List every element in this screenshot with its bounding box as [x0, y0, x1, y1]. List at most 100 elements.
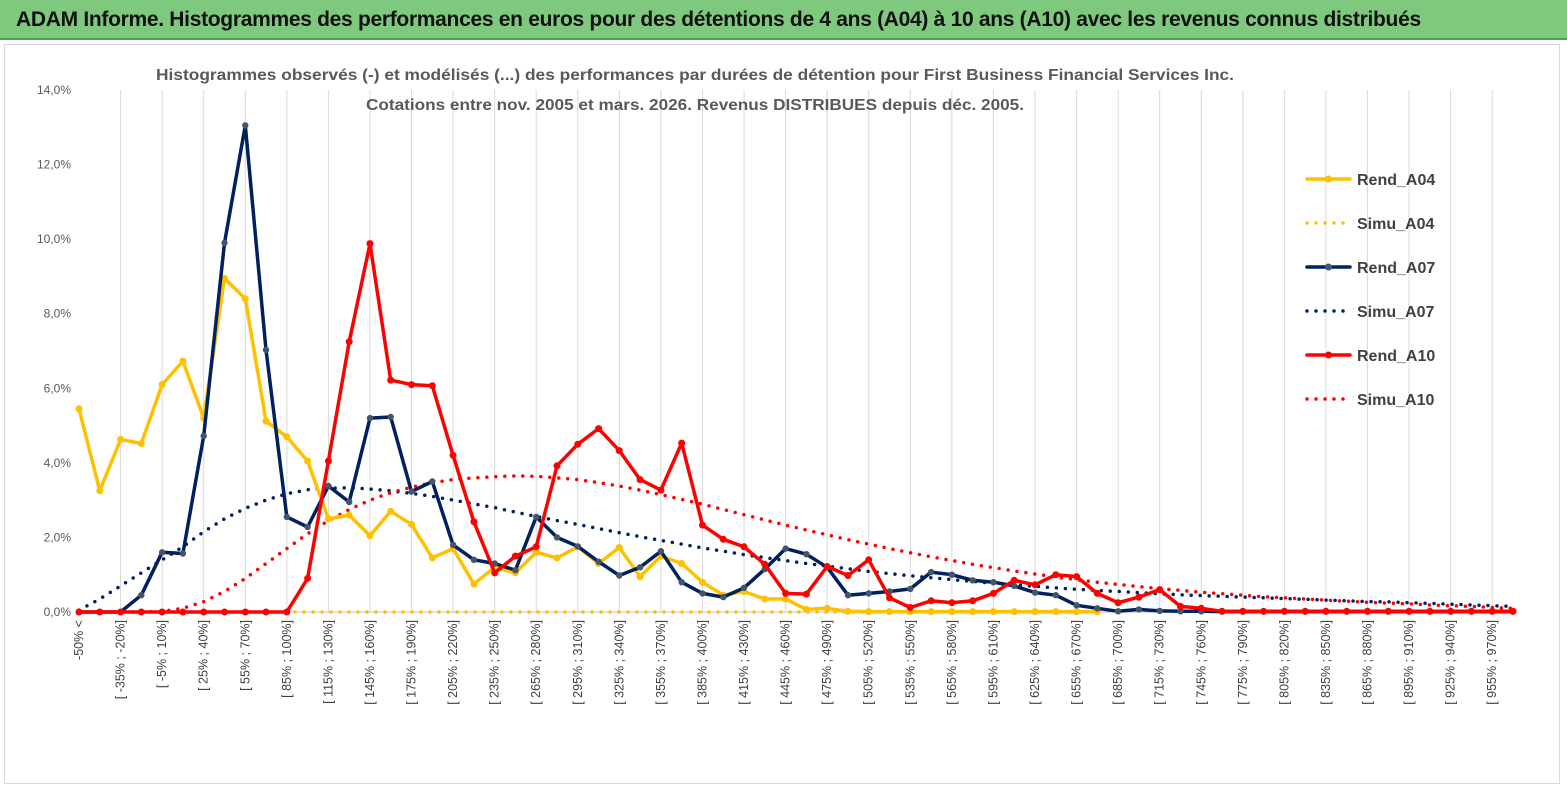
data-point-rend-a10	[511, 552, 519, 560]
data-point-rend-a07	[1094, 605, 1101, 612]
data-point-rend-a07	[387, 413, 394, 421]
x-tick-label: [ 265% ; 280%]	[529, 620, 543, 705]
data-point-rend-a10	[740, 543, 748, 551]
data-point-rend-a04	[823, 604, 831, 612]
report-banner: ADAM Informe. Histogrammes des performan…	[0, 0, 1567, 40]
series-group	[75, 122, 1517, 616]
data-point-rend-a10	[283, 608, 291, 616]
data-point-rend-a10	[948, 599, 956, 607]
x-tick-label: [ 85% ; 100%]	[280, 620, 294, 698]
data-point-rend-a04	[1031, 608, 1039, 616]
data-point-rend-a07	[699, 590, 706, 597]
chart-title-line: Histogrammes observés (-) et modélisés (…	[156, 67, 1234, 84]
data-point-rend-a07	[844, 592, 852, 599]
data-point-rend-a04	[927, 608, 935, 616]
data-point-rend-a07	[429, 478, 436, 485]
legend-label-simu-a10: Simu_A10	[1357, 392, 1434, 409]
chart-frame: 0,0% 2,0% 4,0% 6,0% 8,0% 10,0% 12,0% 14,0% -50% …	[4, 44, 1560, 784]
data-point-rend-a07	[200, 432, 207, 440]
data-point-rend-a10	[574, 440, 582, 448]
data-point-rend-a10	[179, 608, 187, 616]
data-point-rend-a07	[595, 558, 602, 565]
x-tick-label: [ 25% ; 40%]	[197, 620, 211, 691]
chart-title: Histogrammes observés (-) et modélisés (…	[156, 67, 1234, 114]
data-point-rend-a10	[1426, 607, 1434, 615]
data-point-rend-a07	[740, 584, 748, 591]
data-point-rend-a10	[844, 572, 852, 579]
data-point-rend-a07	[1156, 607, 1163, 615]
data-point-rend-a04	[969, 608, 977, 616]
data-point-rend-a07	[990, 579, 997, 586]
data-point-rend-a07	[865, 590, 872, 597]
data-point-rend-a07	[158, 549, 166, 556]
data-point-rend-a10	[304, 574, 312, 582]
x-tick-label: [ 115% ; 130%]	[321, 620, 335, 704]
data-point-rend-a10	[1488, 607, 1496, 615]
data-point-rend-a10	[678, 439, 686, 447]
data-point-rend-a07	[678, 579, 685, 586]
data-point-rend-a10	[615, 447, 623, 455]
x-tick-label: [ 55% ; 70%]	[238, 620, 252, 691]
x-tick-label: [ 685% ; 700%]	[1111, 620, 1125, 705]
data-point-rend-a04	[283, 433, 291, 441]
data-point-rend-a04	[179, 357, 187, 365]
data-point-rend-a04	[117, 435, 125, 443]
data-point-rend-a10	[366, 240, 374, 248]
data-point-rend-a04	[865, 608, 873, 616]
performance-histogram-chart: 0,0% 2,0% 4,0% 6,0% 8,0% 10,0% 12,0% 14,0% -50% …	[37, 67, 1517, 705]
data-point-rend-a04	[553, 554, 561, 562]
data-point-rend-a04	[1073, 608, 1081, 616]
x-tick-label: [ 655% ; 670%]	[1070, 620, 1084, 705]
data-point-rend-a10	[1467, 607, 1475, 615]
data-point-rend-a04	[221, 274, 228, 282]
y-tick-label: 8,0%	[44, 307, 72, 321]
data-point-rend-a07	[1177, 608, 1184, 615]
data-point-rend-a10	[1135, 593, 1143, 601]
data-point-rend-a10	[1322, 607, 1330, 615]
data-point-rend-a10	[158, 608, 166, 616]
data-point-rend-a04	[387, 507, 395, 515]
data-point-rend-a07	[553, 534, 561, 541]
data-point-rend-a07	[907, 585, 914, 593]
data-point-rend-a10	[927, 597, 935, 605]
series-line-rend-a10	[77, 241, 1515, 614]
data-point-rend-a10	[657, 486, 665, 494]
data-point-rend-a04	[96, 487, 104, 495]
data-point-rend-a07	[927, 568, 935, 576]
data-point-rend-a10	[761, 560, 769, 568]
x-tick-label: [ 745% ; 760%]	[1194, 620, 1208, 705]
data-point-rend-a04	[366, 532, 374, 540]
data-point-rend-a07	[346, 498, 353, 506]
gridlines	[120, 90, 1493, 612]
data-point-rend-a04	[782, 595, 790, 603]
x-tick-label: [ 625% ; 640%]	[1028, 620, 1042, 705]
data-point-rend-a10	[387, 376, 395, 384]
data-point-rend-a10	[75, 608, 83, 616]
x-tick-label: [ 565% ; 580%]	[945, 620, 959, 705]
data-point-rend-a07	[221, 239, 228, 247]
data-point-rend-a10	[1218, 607, 1226, 615]
legend-label-rend-a07: Rend_A07	[1357, 260, 1435, 277]
data-point-rend-a07	[304, 523, 311, 531]
data-point-rend-a10	[969, 597, 977, 605]
x-tick-label: [ 355% ; 370%]	[654, 620, 668, 705]
data-point-rend-a10	[428, 382, 436, 390]
data-point-rend-a04	[1052, 608, 1060, 616]
data-point-rend-a10	[1301, 607, 1309, 615]
data-point-rend-a04	[345, 511, 353, 519]
data-point-rend-a10	[1343, 607, 1351, 615]
data-point-rend-a07	[1114, 608, 1122, 615]
data-point-rend-a10	[221, 608, 228, 616]
data-point-rend-a07	[720, 593, 727, 601]
data-point-rend-a10	[1010, 576, 1018, 584]
chart-title-line: Cotations entre nov. 2005 et mars. 2026.…	[366, 97, 1024, 114]
data-point-rend-a10	[491, 569, 499, 577]
series-line-rend-a07	[77, 123, 1515, 614]
series-line-rend-a04	[77, 276, 1100, 614]
data-point-rend-a10	[1093, 589, 1101, 597]
data-point-rend-a07	[533, 513, 540, 521]
data-point-rend-a10	[449, 451, 457, 459]
x-tick-label: [ 325% ; 340%]	[612, 620, 626, 705]
data-point-rend-a10	[262, 608, 270, 616]
data-point-rend-a10	[1260, 607, 1268, 615]
